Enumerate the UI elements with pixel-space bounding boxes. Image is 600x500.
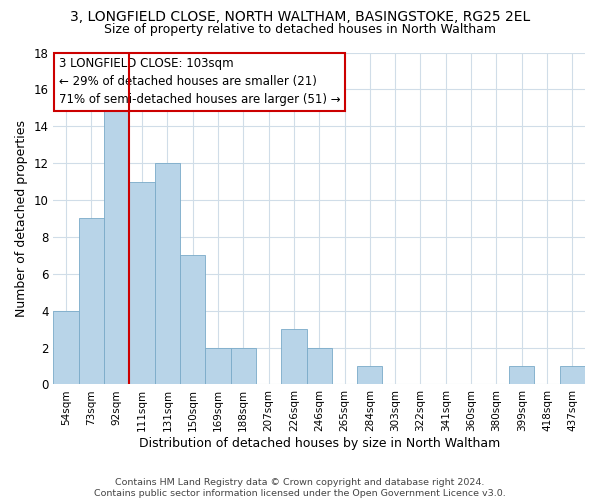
Bar <box>307 348 332 385</box>
Text: Contains HM Land Registry data © Crown copyright and database right 2024.
Contai: Contains HM Land Registry data © Crown c… <box>94 478 506 498</box>
Bar <box>281 329 307 384</box>
Bar <box>79 218 104 384</box>
Bar <box>509 366 535 384</box>
Text: 3, LONGFIELD CLOSE, NORTH WALTHAM, BASINGSTOKE, RG25 2EL: 3, LONGFIELD CLOSE, NORTH WALTHAM, BASIN… <box>70 10 530 24</box>
Bar <box>205 348 230 385</box>
Bar <box>180 256 205 384</box>
Bar <box>155 163 180 384</box>
Text: 3 LONGFIELD CLOSE: 103sqm
← 29% of detached houses are smaller (21)
71% of semi-: 3 LONGFIELD CLOSE: 103sqm ← 29% of detac… <box>59 58 340 106</box>
Bar <box>104 108 130 384</box>
Text: Size of property relative to detached houses in North Waltham: Size of property relative to detached ho… <box>104 22 496 36</box>
Bar <box>357 366 382 384</box>
Bar <box>130 182 155 384</box>
Bar <box>53 310 79 384</box>
Bar <box>560 366 585 384</box>
X-axis label: Distribution of detached houses by size in North Waltham: Distribution of detached houses by size … <box>139 437 500 450</box>
Y-axis label: Number of detached properties: Number of detached properties <box>15 120 28 317</box>
Bar <box>230 348 256 385</box>
